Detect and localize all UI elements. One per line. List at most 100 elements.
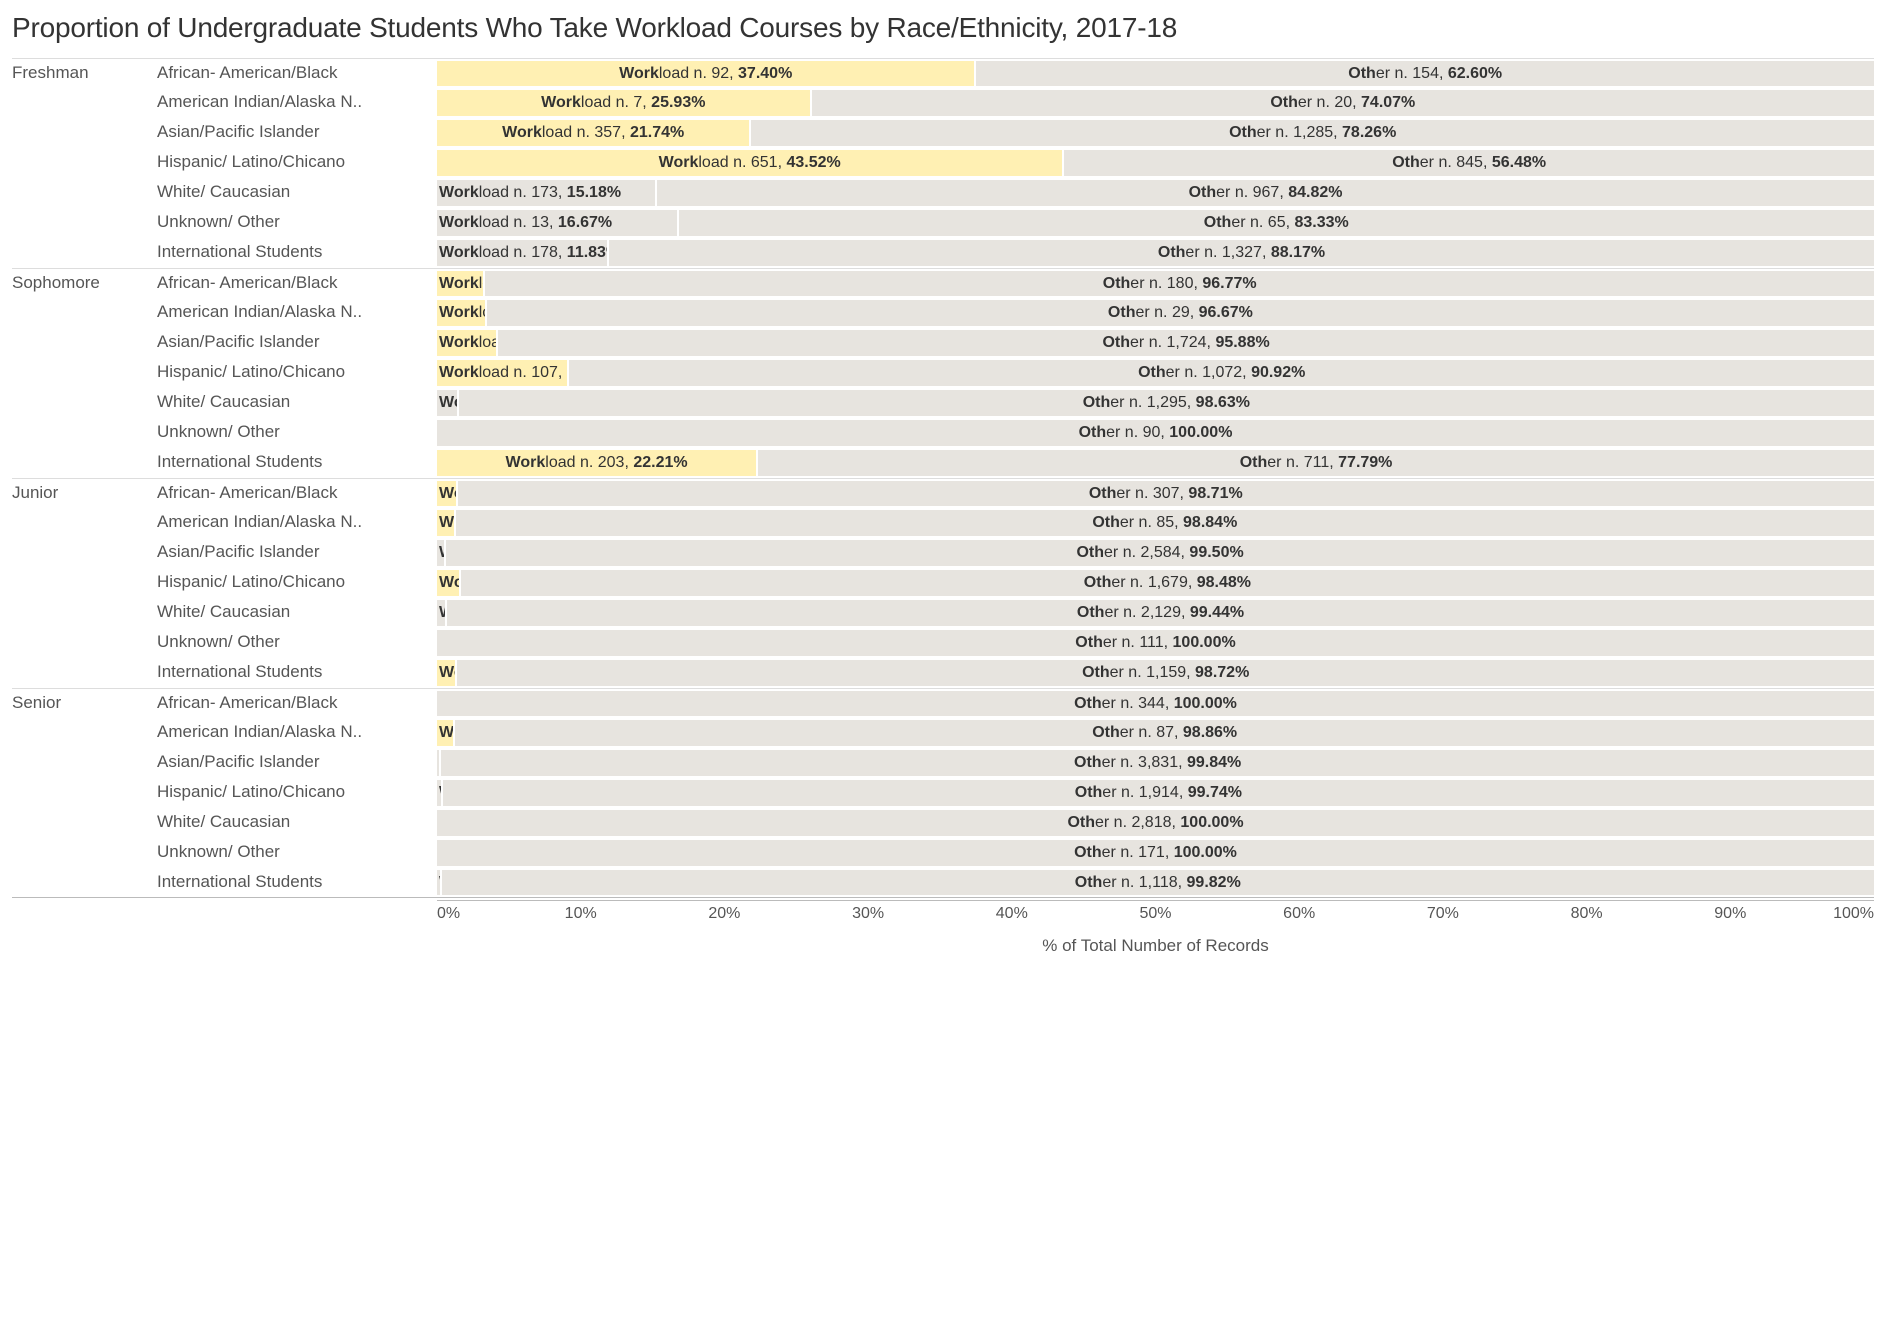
workload-bar-label: Workload n. 173, 15.18% <box>439 184 621 202</box>
other-bar: Other n. 845, 56.48% <box>1062 150 1874 176</box>
ethnicity-label: American Indian/Alaska N.. <box>157 88 437 118</box>
stacked-bar-chart: FreshmanAfrican- American/BlackWorkload … <box>12 58 1874 956</box>
other-bar-label: Other n. 711, 77.79% <box>1240 454 1393 472</box>
other-bar-label: Other n. 1,679, 98.48% <box>1084 574 1251 592</box>
x-axis-tick: 60% <box>1283 905 1315 923</box>
bar-row: Workload n. 7, 25.93%Other n. 20, 74.07% <box>437 88 1874 118</box>
class-level-label: Junior <box>12 478 157 508</box>
bar-row: Workload n. 15, 1.28% Other n. 1,159, 98.… <box>437 658 1874 688</box>
other-bar-label: Other n. 3,831, 99.84% <box>1074 754 1241 772</box>
workload-bar-label: Workload n. 651, 43.52% <box>659 154 841 172</box>
other-bar-label: Other n. 1,724, 95.88% <box>1102 334 1269 352</box>
other-bar: Other n. 1,295, 98.63% <box>457 390 1874 416</box>
workload-bar: Workload n. 1, 1.14% <box>437 720 453 746</box>
other-bar: Other n. 2,129, 99.44% <box>445 600 1874 626</box>
other-bar: Other n. 967, 84.82% <box>655 180 1874 206</box>
x-axis-tick: 30% <box>852 905 884 923</box>
bar-row: Other n. 111, 100.00% <box>437 628 1874 658</box>
other-bar-label: Other n. 1,285, 78.26% <box>1229 124 1396 142</box>
bar-row: Other n. 344, 100.00% <box>437 688 1874 718</box>
other-bar: Other n. 1,679, 98.48% <box>459 570 1874 596</box>
other-bar: Other n. 171, 100.00% <box>437 840 1874 866</box>
ethnicity-label: White/ Caucasian <box>157 808 437 838</box>
bar-row: Other n. 2,818, 100.00% <box>437 808 1874 838</box>
ethnicity-label: Hispanic/ Latino/Chicano <box>157 148 437 178</box>
ethnicity-label: White/ Caucasian <box>157 388 437 418</box>
workload-bar-label: Workload n. 357, 21.74% <box>502 124 684 142</box>
x-axis-tick: 80% <box>1571 905 1603 923</box>
ethnicity-label: White/ Caucasian <box>157 178 437 208</box>
bar-row: Workload n. 13, 0.50% Other n. 2,584, 99.… <box>437 538 1874 568</box>
other-bar-label: Other n. 2,129, 99.44% <box>1077 604 1244 622</box>
ethnicity-label: International Students <box>157 448 437 478</box>
other-bar: Other n. 90, 100.00% <box>437 420 1874 446</box>
ethnicity-label: Hispanic/ Latino/Chicano <box>157 358 437 388</box>
bar-row: Workload n. 13, 16.67% Other n. 65, 83.33… <box>437 208 1874 238</box>
other-bar-label: Other n. 1,914, 99.74% <box>1075 784 1242 802</box>
bar-row: Workload n. 6, 0.16%Other n. 3,831, 99.8… <box>437 748 1874 778</box>
other-bar: Other n. 111, 100.00% <box>437 630 1874 656</box>
other-bar-label: Other n. 1,072, 90.92% <box>1138 364 1305 382</box>
other-bar: Other n. 85, 98.84% <box>454 510 1874 536</box>
other-bar-label: Other n. 20, 74.07% <box>1270 94 1415 112</box>
ethnicity-label: Asian/Pacific Islander <box>157 118 437 148</box>
other-bar: Other n. 65, 83.33% <box>677 210 1874 236</box>
workload-bar: Workload n. 173, 15.18% <box>437 180 655 206</box>
ethnicity-label: African- American/Black <box>157 268 437 298</box>
other-bar: Other n. 344, 100.00% <box>437 691 1874 716</box>
other-bar-label: Other n. 111, 100.00% <box>1075 634 1235 652</box>
other-bar: Other n. 1,914, 99.74% <box>441 780 1874 806</box>
ethnicity-label: Asian/Pacific Islander <box>157 538 437 568</box>
bar-row: Workload n. 651, 43.52% Other n. 845, 56.… <box>437 148 1874 178</box>
ethnicity-label: African- American/Black <box>157 58 437 88</box>
other-bar: Other n. 711, 77.79% <box>756 450 1874 476</box>
other-bar: Other n. 2,818, 100.00% <box>437 810 1874 836</box>
x-axis: 0%10%20%30%40%50%60%70%80%90%100% <box>437 900 1874 926</box>
other-bar: Other n. 20, 74.07% <box>810 90 1874 116</box>
ethnicity-label: American Indian/Alaska N.. <box>157 718 437 748</box>
workload-bar: Workload n. 203, 22.21% <box>437 450 756 476</box>
other-bar-label: Other n. 307, 98.71% <box>1089 485 1243 503</box>
bar-row: Workload n. 26, 1.52%Other n. 1,679, 98.… <box>437 568 1874 598</box>
other-bar-label: Other n. 2,584, 99.50% <box>1076 544 1243 562</box>
bar-row: Workload n. 12, 0.56%Other n. 2,129, 99.… <box>437 598 1874 628</box>
ethnicity-label: International Students <box>157 658 437 688</box>
bar-row: Workload n. 178, 11.83%Other n. 1,327, 8… <box>437 238 1874 268</box>
workload-bar: Workload n. 13, 16.67% <box>437 210 677 236</box>
ethnicity-label: Unknown/ Other <box>157 838 437 868</box>
other-bar: Other n. 1,724, 95.88% <box>496 330 1874 356</box>
workload-bar: Workload n. 18, 1.37% <box>437 390 457 416</box>
ethnicity-label: American Indian/Alaska N.. <box>157 508 437 538</box>
other-bar: Other n. 87, 98.86% <box>453 720 1874 746</box>
workload-bar: Workload n. 92, 37.40% <box>437 61 974 86</box>
other-bar: Other n. 29, 96.67% <box>485 300 1874 326</box>
x-axis-tick: 50% <box>1139 905 1171 923</box>
ethnicity-label: International Students <box>157 868 437 898</box>
other-bar-label: Other n. 65, 83.33% <box>1204 214 1349 232</box>
other-bar: Other n. 154, 62.60% <box>974 61 1874 86</box>
other-bar-label: Other n. 1,159, 98.72% <box>1082 664 1249 682</box>
ethnicity-label: Asian/Pacific Islander <box>157 328 437 358</box>
class-level-label: Freshman <box>12 58 157 88</box>
workload-bar: Workload n. 107, 9.08% <box>437 360 567 386</box>
ethnicity-label: International Students <box>157 238 437 268</box>
other-bar: Other n. 2,584, 99.50% <box>444 540 1874 566</box>
other-bar-label: Other n. 1,118, 99.82% <box>1075 874 1241 892</box>
workload-bar: Workload n. 357, 21.74% <box>437 120 749 146</box>
other-bar-label: Other n. 2,818, 100.00% <box>1067 814 1243 832</box>
other-bar: Other n. 1,327, 88.17% <box>607 240 1874 266</box>
bar-row: Workload n. 173, 15.18% Other n. 967, 84.… <box>437 178 1874 208</box>
other-bar-label: Other n. 171, 100.00% <box>1074 844 1237 862</box>
workload-bar-label: Workload n. 13, 16.67% <box>439 214 612 232</box>
ethnicity-label: Hispanic/ Latino/Chicano <box>157 778 437 808</box>
workload-bar: Workload n. 13, 0.50% <box>437 540 444 566</box>
other-bar: Other n. 1,285, 78.26% <box>749 120 1874 146</box>
bar-row: Workload n. 4, 1.29%Other n. 307, 98.71% <box>437 478 1874 508</box>
other-bar-label: Other n. 344, 100.00% <box>1074 695 1237 713</box>
ethnicity-label: Unknown/ Other <box>157 208 437 238</box>
workload-bar: Workload n. 74, 4.12% <box>437 330 496 356</box>
ethnicity-label: American Indian/Alaska N.. <box>157 298 437 328</box>
ethnicity-label: Unknown/ Other <box>157 628 437 658</box>
x-axis-tick: 70% <box>1427 905 1459 923</box>
workload-bar: Workload n. 15, 1.28% <box>437 660 455 686</box>
